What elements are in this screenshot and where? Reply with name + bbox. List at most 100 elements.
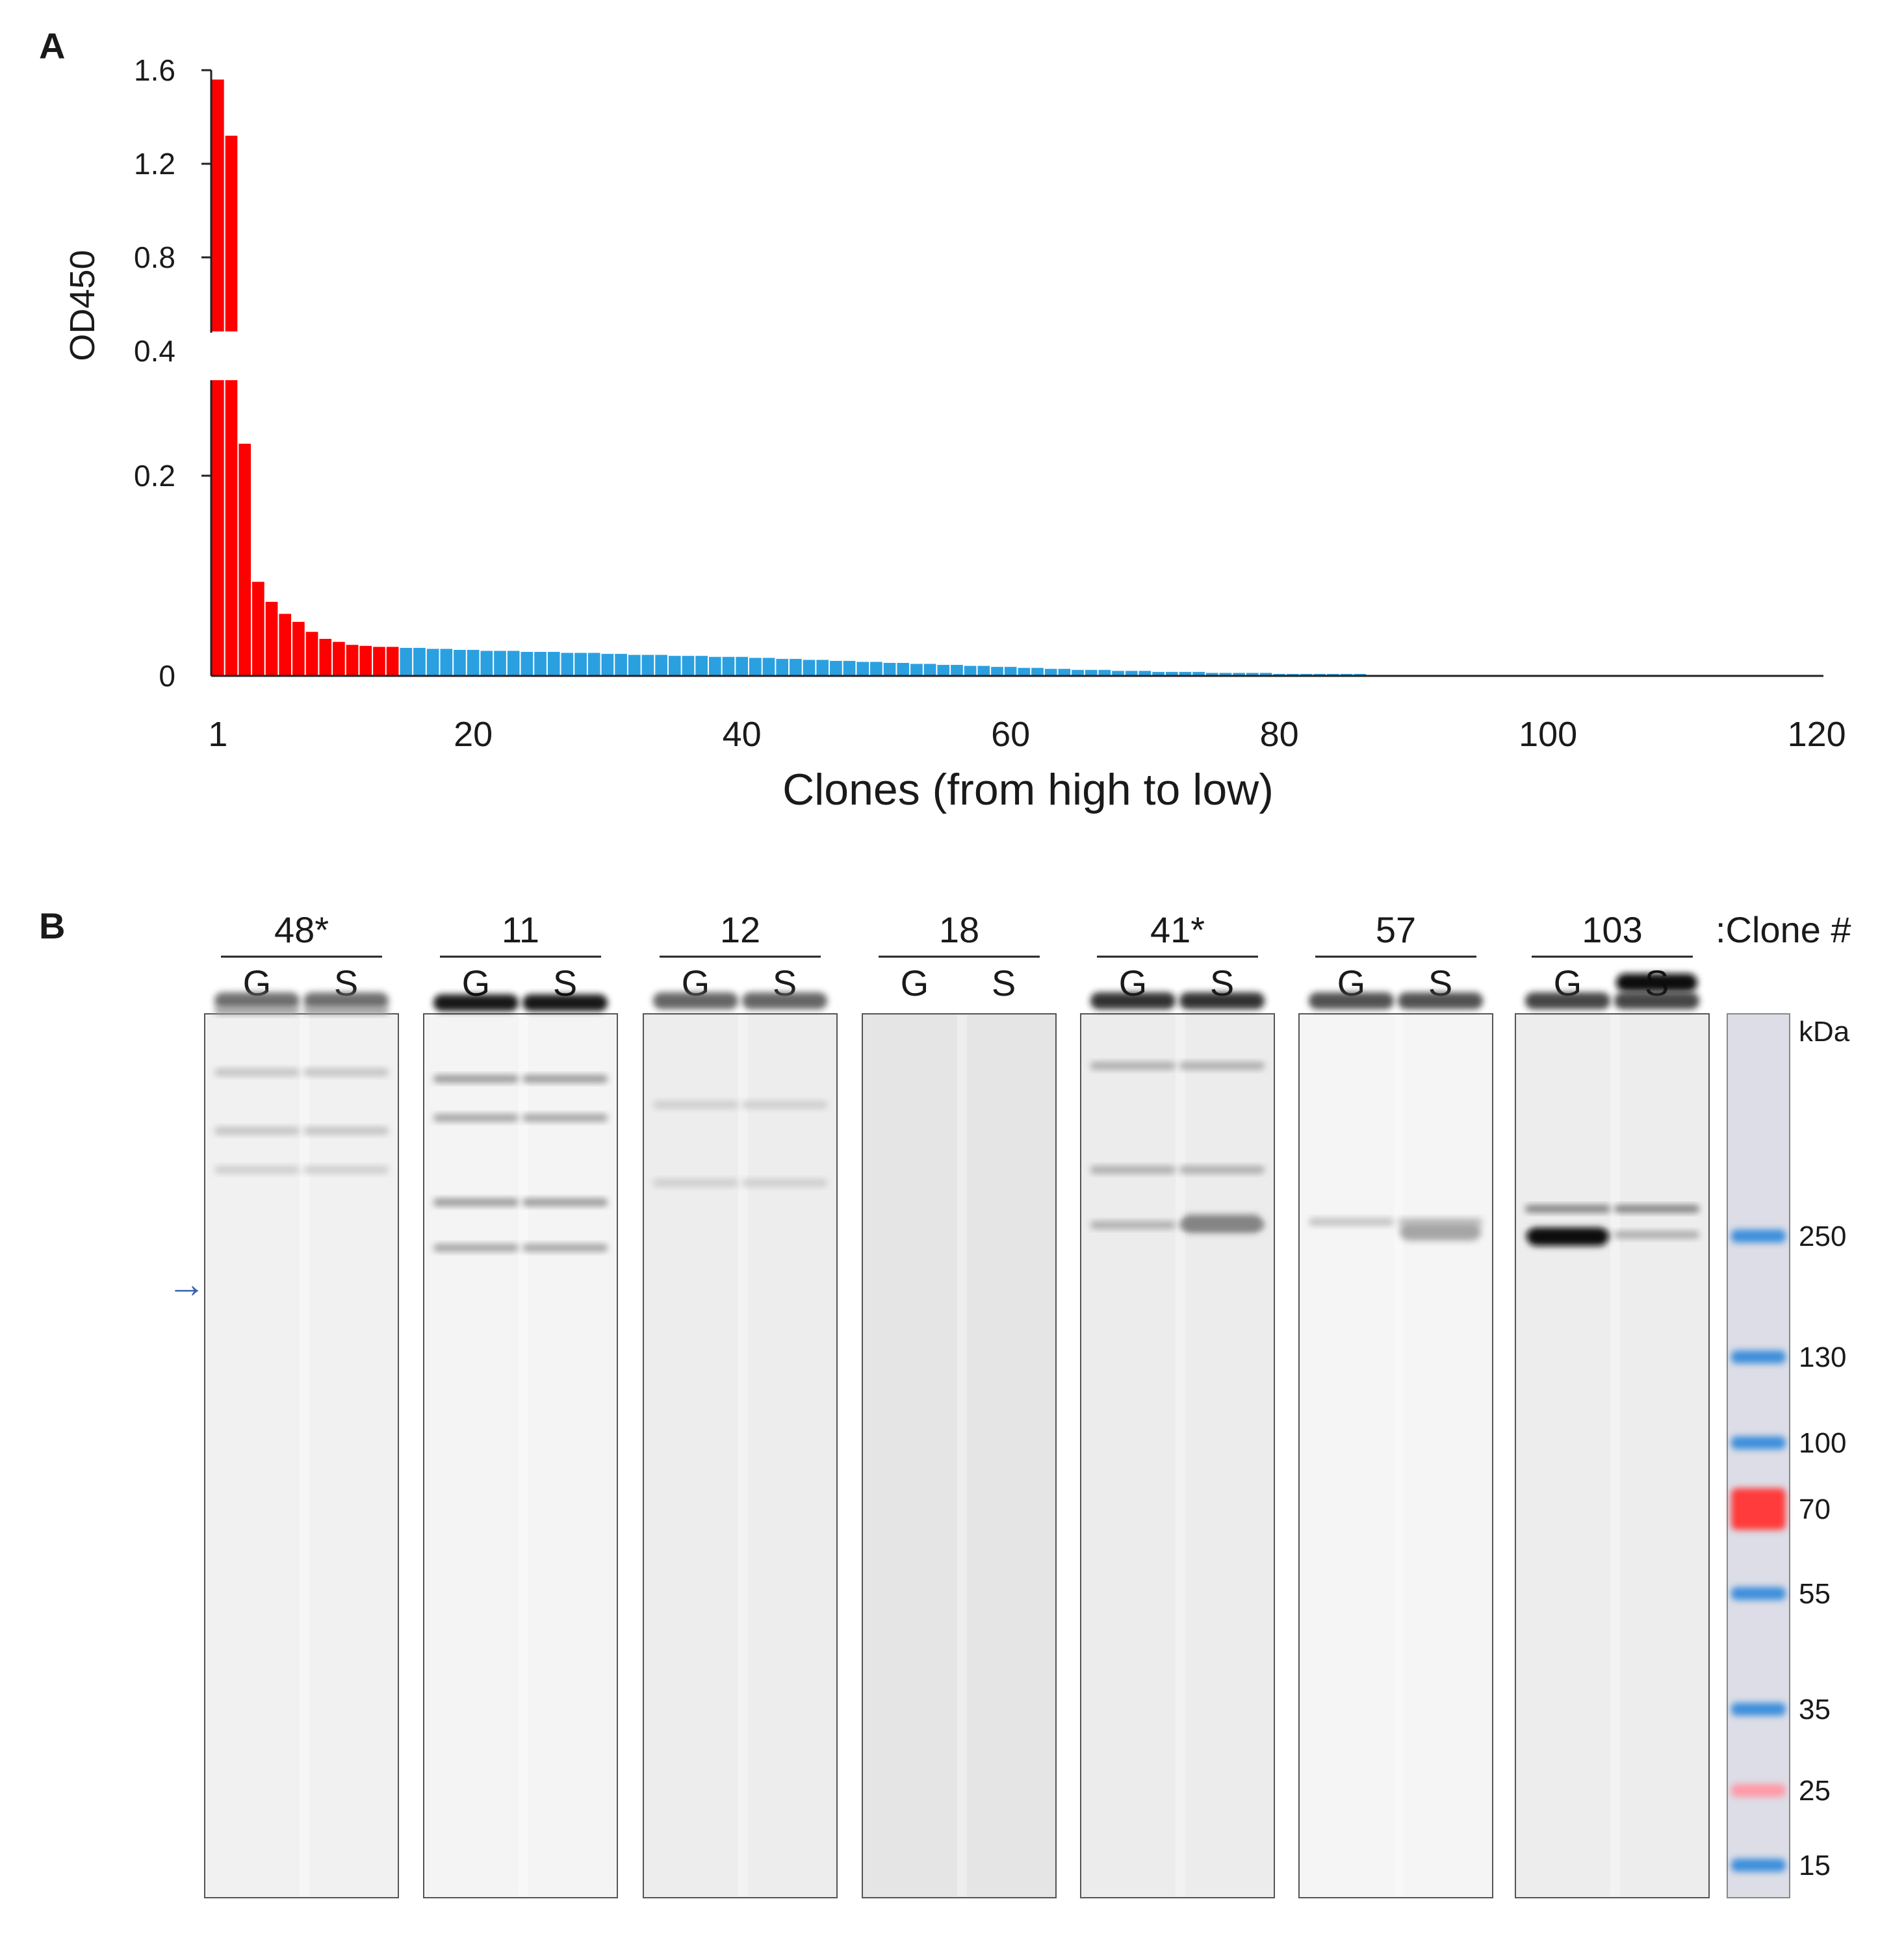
bar	[1004, 667, 1017, 676]
bar	[1354, 673, 1367, 676]
bar	[1219, 673, 1232, 676]
bar	[346, 645, 359, 676]
bar	[668, 656, 681, 676]
bar	[521, 652, 534, 676]
panel-b-label: B	[39, 905, 66, 946]
bar	[454, 649, 466, 676]
target-band-arrow: →	[167, 1262, 206, 1306]
blot-group-clone: 12G S	[643, 909, 838, 1898]
marker-label: 35	[1799, 1694, 1831, 1725]
x-tick-label: 20	[454, 715, 493, 754]
blot-strip	[1298, 1013, 1493, 1898]
x-tick-labels: 1 20 40 60 80 100 120	[208, 715, 1846, 754]
marker-label: 130	[1799, 1341, 1846, 1373]
bar	[574, 652, 587, 676]
bar	[279, 614, 292, 676]
bar	[413, 647, 426, 676]
bar	[803, 660, 816, 676]
blot-band	[1614, 1231, 1700, 1239]
lane-gap	[738, 1015, 748, 1896]
blot-band	[433, 1075, 519, 1083]
bar	[238, 443, 251, 676]
bar	[305, 632, 318, 676]
y-tick-label: 1.2	[134, 147, 175, 181]
blot-band	[303, 992, 389, 1009]
blot-band	[522, 1075, 608, 1083]
x-tick-label: 40	[723, 715, 762, 754]
bar-series	[212, 79, 1823, 676]
blot-band	[522, 994, 608, 1011]
bar	[265, 602, 278, 676]
od450-bar-chart: 1.6 1.2 0.8 0.4 0.2 0 OD450 1 20 40 60 80 100…	[63, 53, 1846, 814]
bar	[615, 654, 627, 676]
bar	[1165, 671, 1178, 676]
bar	[1031, 667, 1044, 676]
bar	[225, 135, 238, 332]
bar	[534, 652, 547, 676]
bar	[1179, 671, 1192, 676]
marker-label: 15	[1799, 1850, 1831, 1881]
y-tick-label: 0	[159, 659, 175, 693]
ladder-band	[1731, 1587, 1786, 1600]
blot-band	[1614, 992, 1700, 1009]
bar	[1233, 673, 1245, 676]
bar	[762, 658, 775, 676]
blot-band	[303, 1068, 389, 1076]
marker-label: 25	[1799, 1775, 1831, 1807]
blot-strip	[643, 1013, 838, 1898]
bar	[1313, 673, 1326, 676]
blot-band	[1179, 992, 1265, 1009]
bar	[1085, 669, 1098, 676]
bar	[1044, 669, 1057, 676]
bar	[1273, 673, 1285, 676]
lane-label: S	[992, 963, 1016, 1003]
ladder-band	[1731, 1784, 1786, 1797]
bar	[910, 664, 923, 676]
blot-band	[1524, 992, 1611, 1009]
blot-band	[214, 1068, 300, 1076]
bar	[776, 658, 789, 676]
bar	[722, 656, 735, 676]
blot-band	[433, 1114, 519, 1122]
clone-label: 41*	[1150, 909, 1205, 950]
y-tick-label: 0.8	[134, 240, 175, 274]
blot-band	[741, 1179, 828, 1187]
blot-band	[1526, 1228, 1609, 1246]
blot-band	[1524, 1205, 1611, 1213]
bar	[1205, 673, 1218, 676]
blot-strip	[204, 1013, 399, 1898]
blot-band	[303, 1007, 389, 1014]
blot-band	[1090, 992, 1176, 1009]
ladder-band	[1731, 1350, 1786, 1363]
bar	[1287, 673, 1299, 676]
blot-band	[652, 1179, 739, 1187]
blot-group-clone: 11G S	[423, 909, 618, 1898]
marker-label: 100	[1799, 1427, 1846, 1459]
ladder-band	[1731, 1488, 1786, 1530]
bar	[319, 639, 332, 676]
bar	[507, 651, 520, 676]
bar	[212, 79, 224, 332]
blot-strip	[1080, 1013, 1275, 1898]
bar	[400, 647, 413, 676]
lane-gap	[1176, 1015, 1185, 1896]
bar	[843, 660, 856, 676]
bar	[695, 656, 708, 676]
clone-label: 103	[1582, 909, 1642, 950]
bar	[601, 654, 614, 676]
bar	[1300, 673, 1313, 676]
bar	[561, 652, 574, 676]
blot-group-clone: 48*G S	[204, 909, 399, 1898]
ladder-band	[1731, 1436, 1786, 1449]
ladder-band	[1731, 1230, 1786, 1243]
x-tick-label: 100	[1519, 715, 1577, 754]
clone-number-header: :Clone #	[1716, 909, 1851, 950]
y-tick-label: 1.6	[134, 53, 175, 87]
bar	[655, 654, 667, 676]
bar	[856, 662, 869, 676]
x-tick-label: 120	[1788, 715, 1846, 754]
blot-band	[1090, 1062, 1176, 1070]
bar	[212, 380, 224, 676]
bar	[1125, 671, 1138, 676]
bar	[587, 652, 600, 676]
